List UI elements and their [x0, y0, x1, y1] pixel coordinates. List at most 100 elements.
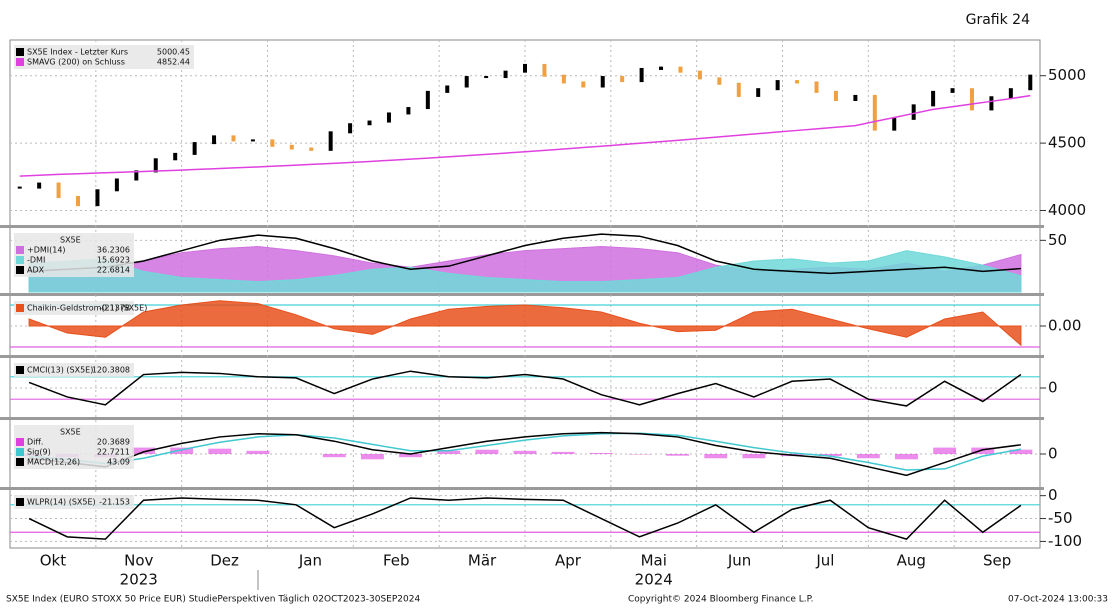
panel-separator [0, 487, 1044, 490]
price-bar [931, 90, 936, 107]
histogram-bar [246, 450, 270, 454]
series-area [28, 300, 1022, 347]
price-bar [484, 76, 489, 79]
histogram-bar [132, 447, 155, 454]
price-bar [950, 88, 955, 93]
histogram-bar [1009, 449, 1033, 454]
legend-name: Sig(9) [27, 448, 51, 457]
legend-box [14, 233, 134, 277]
histogram-bar [818, 454, 842, 457]
histogram-bar [933, 447, 957, 454]
panel-separator [0, 417, 1044, 420]
histogram-bar [437, 450, 461, 454]
price-bar [114, 178, 119, 192]
series-line [28, 497, 1022, 540]
legend-name: -DMI [27, 256, 45, 265]
month-label: Apr [555, 552, 582, 570]
series-line [29, 432, 1022, 471]
price-bar [1008, 88, 1013, 99]
legend-name: ADX [27, 266, 45, 275]
price-bar [969, 88, 974, 111]
price-bar [775, 80, 780, 91]
price-bar [736, 82, 741, 97]
histogram-bar [170, 447, 194, 454]
price-bar [756, 88, 761, 97]
price-bar [95, 189, 100, 207]
y-tick-label: 5000 [1048, 66, 1086, 84]
month-label: Jul [815, 552, 834, 570]
y-tick-label: -50 [1048, 509, 1073, 527]
legend-value: 22.7211 [97, 448, 130, 457]
legend-swatch [16, 266, 24, 274]
price-bar [250, 139, 255, 142]
month-label: Mär [468, 552, 497, 570]
price-bar [678, 66, 683, 73]
histogram-bar [322, 454, 346, 458]
legend-box [14, 495, 134, 509]
panel: 0 -50 -100 WLPR(14) (SX5E) -21.153 [10, 486, 1082, 550]
price-bar [717, 77, 722, 85]
legend-swatch [16, 246, 24, 254]
legend-value: 15.6923 [97, 256, 130, 265]
y-tick-label: 0 [1048, 379, 1058, 397]
price-bar [600, 76, 605, 88]
price-bar [289, 144, 294, 150]
price-bar [328, 131, 333, 151]
price-bar [503, 70, 508, 79]
month-label: Okt [40, 552, 66, 570]
month-label: Aug [897, 552, 926, 570]
legend-swatch [16, 58, 24, 66]
price-bar [872, 94, 877, 131]
price-bar [833, 90, 838, 101]
price-bar [386, 112, 391, 123]
legend-name: MACD(12,26) [27, 458, 80, 467]
price-bar [153, 158, 158, 173]
legend-value: -21.153 [99, 498, 130, 507]
legend-name: Diff. [27, 438, 43, 447]
legend-title: SX5E [60, 236, 81, 245]
y-tick-label: 4500 [1048, 134, 1086, 152]
legend-value: 36.2306 [97, 246, 130, 255]
price-bar [697, 70, 702, 80]
y-tick-label: 4000 [1048, 201, 1086, 219]
footer-center: Copyright© 2024 Bloomberg Finance L.P. [628, 595, 813, 605]
price-bar [853, 94, 858, 101]
histogram-bar [589, 452, 613, 454]
price-bar [425, 90, 430, 110]
legend-value: 43.09 [107, 458, 130, 467]
legend-box [14, 301, 134, 315]
price-bar [639, 67, 644, 83]
legend-title: SX5E [60, 428, 81, 437]
price-bar [76, 196, 81, 207]
legend-box [14, 425, 134, 469]
legend-swatch [16, 438, 24, 446]
legend-name: Chaikin-Geldstrom(21) (SX5E) [27, 304, 147, 313]
panel: 4000 4500 5000 SX5E Index - Letzter Kurs 500… [10, 45, 1086, 219]
price-bar [659, 66, 664, 70]
month-label: Mai [641, 552, 667, 570]
legend-swatch [16, 498, 24, 506]
panel: 0 SX5E Diff. 20.3689 Sig(9) 22.7211 MACD(12,26… [10, 425, 1058, 477]
histogram-bar [856, 454, 880, 459]
series-line [28, 431, 1022, 477]
legend-name: SX5E Index - Letzter Kurs [27, 48, 128, 57]
price-bar [911, 104, 916, 120]
histogram-bar [475, 449, 499, 454]
price-bar [464, 76, 469, 88]
price-bar [212, 135, 217, 145]
price-bar [523, 63, 527, 73]
histogram-bar [513, 450, 537, 454]
series-area [28, 250, 1022, 293]
legend-value: 20.3689 [97, 438, 130, 447]
month-label: Jan [298, 552, 322, 570]
panel-separator [0, 355, 1044, 358]
panel: 50 SX5E+DMI(14) 36.2306 -DMI 15.6923 ADX 22.68… [10, 231, 1067, 293]
legend-name: +DMI(14) [27, 246, 66, 255]
legend-box [14, 45, 194, 69]
histogram-bar [399, 454, 422, 458]
price-bar [17, 186, 22, 189]
legend-name: WLPR(14) (SX5E) [27, 498, 96, 507]
price-bar [1028, 74, 1033, 91]
